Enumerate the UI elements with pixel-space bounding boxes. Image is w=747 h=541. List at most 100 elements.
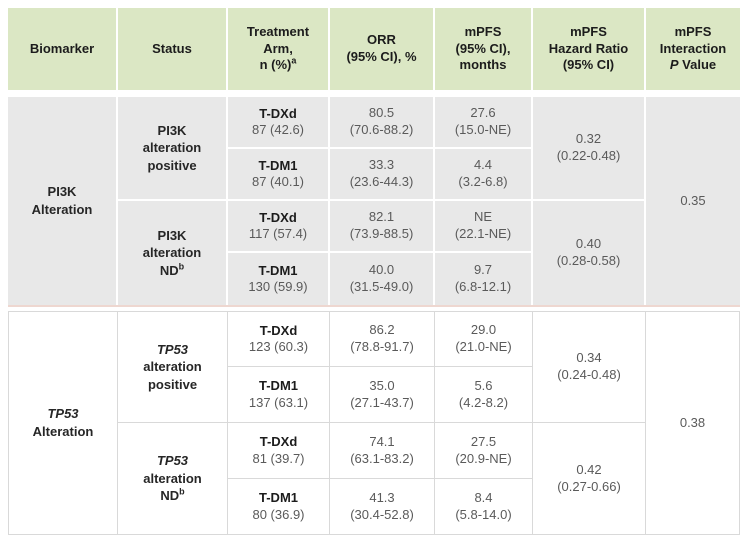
treatment-arm-cell: T-DM1 80 (36.9) (228, 479, 330, 535)
arm-n: 80 (36.9) (252, 506, 305, 522)
biomarker-name: TP53 (47, 406, 79, 422)
orr-ci: (31.5-49.0) (349, 279, 414, 294)
biomarker-cell: TP53 Alteration (8, 311, 118, 535)
orr-cell: 33.3 (23.6-44.3) (330, 149, 435, 201)
table-body: PI3K Alteration PI3K alteration positive… (8, 90, 740, 535)
orr-value: 33.3 (368, 157, 395, 173)
table-row: TP53 Alteration TP53 alteration positive… (8, 311, 740, 535)
hazard-ratio-cell: 0.42 (0.27-0.66) (533, 423, 646, 535)
header-label: (95% CI) (562, 57, 615, 73)
table-row: T-DM1 87 (40.1) 33.3 (23.6-44.3) 4.4 (3.… (8, 149, 740, 201)
treatment-arm-cell: T-DXd 117 (57.4) (228, 201, 330, 253)
orr-cell: 82.1 (73.9-88.5) (330, 201, 435, 253)
p-interaction-cell: 0.35 (646, 97, 740, 305)
arm-label: T-DXd (259, 105, 297, 121)
header-label: months (459, 57, 507, 73)
hr-ci: (0.27-0.66) (557, 478, 621, 494)
mpfs-ci: (15.0-NE) (454, 122, 512, 137)
mpfs-cell: 29.0 (21.0-NE) (435, 311, 533, 367)
arm-label: T-DXd (259, 209, 297, 225)
arm-label: T-DM1 (258, 157, 298, 173)
orr-ci: (27.1-43.7) (350, 394, 414, 410)
mpfs-ci: (6.8-12.1) (454, 279, 512, 294)
status-text: positive (147, 157, 197, 173)
p-interaction-value: 0.35 (680, 192, 706, 208)
status-text: PI3K (157, 227, 187, 243)
status-cell: PI3K alteration NDb (118, 201, 228, 305)
orr-value: 86.2 (369, 322, 395, 338)
orr-ci: (78.8-91.7) (350, 339, 414, 354)
table-row: T-DM1 80 (36.9) 41.3 (30.4-52.8) 8.4 (5.… (8, 479, 740, 535)
arm-label: T-DXd (259, 434, 298, 450)
hr-value: 0.40 (575, 236, 602, 252)
header-label: (95% CI), % (346, 49, 417, 64)
mpfs-value: 29.0 (470, 322, 497, 338)
arm-n: 87 (42.6) (251, 122, 305, 138)
hr-ci: (0.22-0.48) (556, 148, 621, 163)
mpfs-ci: (21.0-NE) (455, 339, 512, 354)
status-cell: PI3K alteration positive (118, 97, 228, 201)
hazard-ratio-cell: 0.40 (0.28-0.58) (533, 201, 646, 305)
header-label: mPFS (570, 23, 607, 39)
mpfs-cell: 8.4 (5.8-14.0) (435, 479, 533, 535)
table-row: TP53 alteration NDb T-DXd 81 (39.7) 74.1… (8, 423, 740, 535)
orr-value: 41.3 (369, 489, 395, 505)
table-row: T-DM1 137 (63.1) 35.0 (27.1-43.7) 5.6 (4… (8, 367, 740, 423)
header-cell-mpfs: mPFS (95% CI), months (435, 8, 533, 90)
mpfs-cell: 9.7 (6.8-12.1) (435, 253, 533, 305)
biomarker-name: Alteration (31, 202, 93, 217)
mpfs-ci: (3.2-6.8) (458, 174, 508, 189)
mpfs-value: 27.5 (470, 433, 497, 449)
table-row: PI3K Alteration PI3K alteration positive… (8, 97, 740, 305)
mpfs-value: 27.6 (470, 105, 496, 121)
header-cell-status: Status (118, 8, 228, 90)
orr-ci: (70.6-88.2) (349, 122, 414, 137)
header-label: Treatment (246, 23, 310, 39)
status-text: alteration (143, 359, 202, 375)
hr-value: 0.42 (576, 461, 602, 477)
orr-value: 82.1 (368, 209, 395, 225)
header-cell-hazard-ratio: mPFS Hazard Ratio (95% CI) (533, 8, 646, 90)
status-text: alteration (143, 470, 202, 486)
hr-value: 0.32 (575, 131, 602, 147)
orr-ci: (30.4-52.8) (350, 506, 414, 522)
header-cell-orr: ORR (95% CI), % (330, 8, 435, 90)
table-row: PI3K alteration NDb T-DXd 117 (57.4) 82.… (8, 201, 740, 305)
footnote-marker-b: b (178, 261, 185, 272)
treatment-arm-cell: T-DXd 123 (60.3) (228, 311, 330, 367)
orr-cell: 80.5 (70.6-88.2) (330, 97, 435, 149)
header-label: Arm, (263, 40, 293, 56)
header-label: mPFS (674, 23, 712, 39)
treatment-arm-cell: T-DXd 87 (42.6) (228, 97, 330, 149)
arm-n: 123 (60.3) (248, 339, 309, 355)
status-text: ND (159, 262, 179, 278)
header-label: (95% CI), (455, 40, 511, 56)
status-text: TP53 (156, 453, 189, 469)
status-text: TP53 (156, 341, 189, 357)
biomarker-cell: PI3K Alteration (8, 97, 118, 305)
p-interaction-cell: 0.38 (646, 311, 740, 535)
header-label: Status (152, 40, 192, 56)
mpfs-value: 4.4 (473, 157, 493, 173)
header-label: ORR (367, 32, 396, 48)
mpfs-ci: (22.1-NE) (454, 226, 512, 241)
mpfs-ci: (4.2-8.2) (458, 394, 509, 410)
hr-value: 0.34 (576, 350, 602, 366)
mpfs-value: 8.4 (474, 489, 493, 505)
arm-n: 117 (57.4) (248, 226, 308, 242)
orr-cell: 41.3 (30.4-52.8) (330, 479, 435, 535)
mpfs-cell: 27.6 (15.0-NE) (435, 97, 533, 149)
status-cell: TP53 alteration NDb (118, 423, 228, 535)
header-row: Biomarker Status Treatment Arm, n (%)a O… (8, 8, 740, 90)
orr-ci: (23.6-44.3) (349, 174, 414, 189)
mpfs-cell: 5.6 (4.2-8.2) (435, 367, 533, 423)
biomarker-name: Alteration (32, 424, 94, 439)
orr-value: 74.1 (369, 433, 395, 449)
mpfs-value: NE (473, 209, 493, 225)
arm-n: 137 (63.1) (248, 394, 309, 410)
mpfs-ci: (5.8-14.0) (455, 506, 512, 522)
hazard-ratio-cell: 0.34 (0.24-0.48) (533, 311, 646, 423)
orr-ci: (73.9-88.5) (349, 226, 414, 241)
treatment-arm-cell: T-DM1 130 (59.9) (228, 253, 330, 305)
mpfs-cell: 27.5 (20.9-NE) (435, 423, 533, 479)
